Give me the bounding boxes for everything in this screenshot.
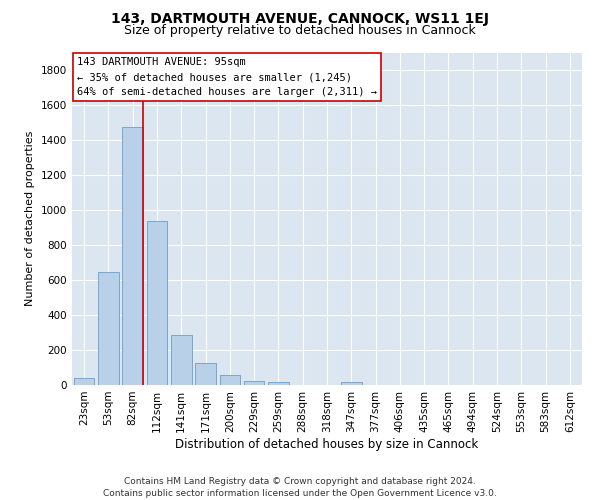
Y-axis label: Number of detached properties: Number of detached properties xyxy=(25,131,35,306)
Text: Size of property relative to detached houses in Cannock: Size of property relative to detached ho… xyxy=(124,24,476,37)
X-axis label: Distribution of detached houses by size in Cannock: Distribution of detached houses by size … xyxy=(175,438,479,450)
Bar xyxy=(74,378,94,385)
Bar xyxy=(220,374,240,385)
Bar xyxy=(244,381,265,385)
Text: 143 DARTMOUTH AVENUE: 95sqm
← 35% of detached houses are smaller (1,245)
64% of : 143 DARTMOUTH AVENUE: 95sqm ← 35% of det… xyxy=(77,58,377,97)
Bar xyxy=(122,127,143,385)
Bar xyxy=(195,363,216,385)
Bar xyxy=(98,272,119,385)
Bar xyxy=(268,382,289,385)
Text: Contains HM Land Registry data © Crown copyright and database right 2024.
Contai: Contains HM Land Registry data © Crown c… xyxy=(103,476,497,498)
Text: 143, DARTMOUTH AVENUE, CANNOCK, WS11 1EJ: 143, DARTMOUTH AVENUE, CANNOCK, WS11 1EJ xyxy=(111,12,489,26)
Bar xyxy=(171,335,191,385)
Bar xyxy=(146,220,167,385)
Bar xyxy=(341,382,362,385)
